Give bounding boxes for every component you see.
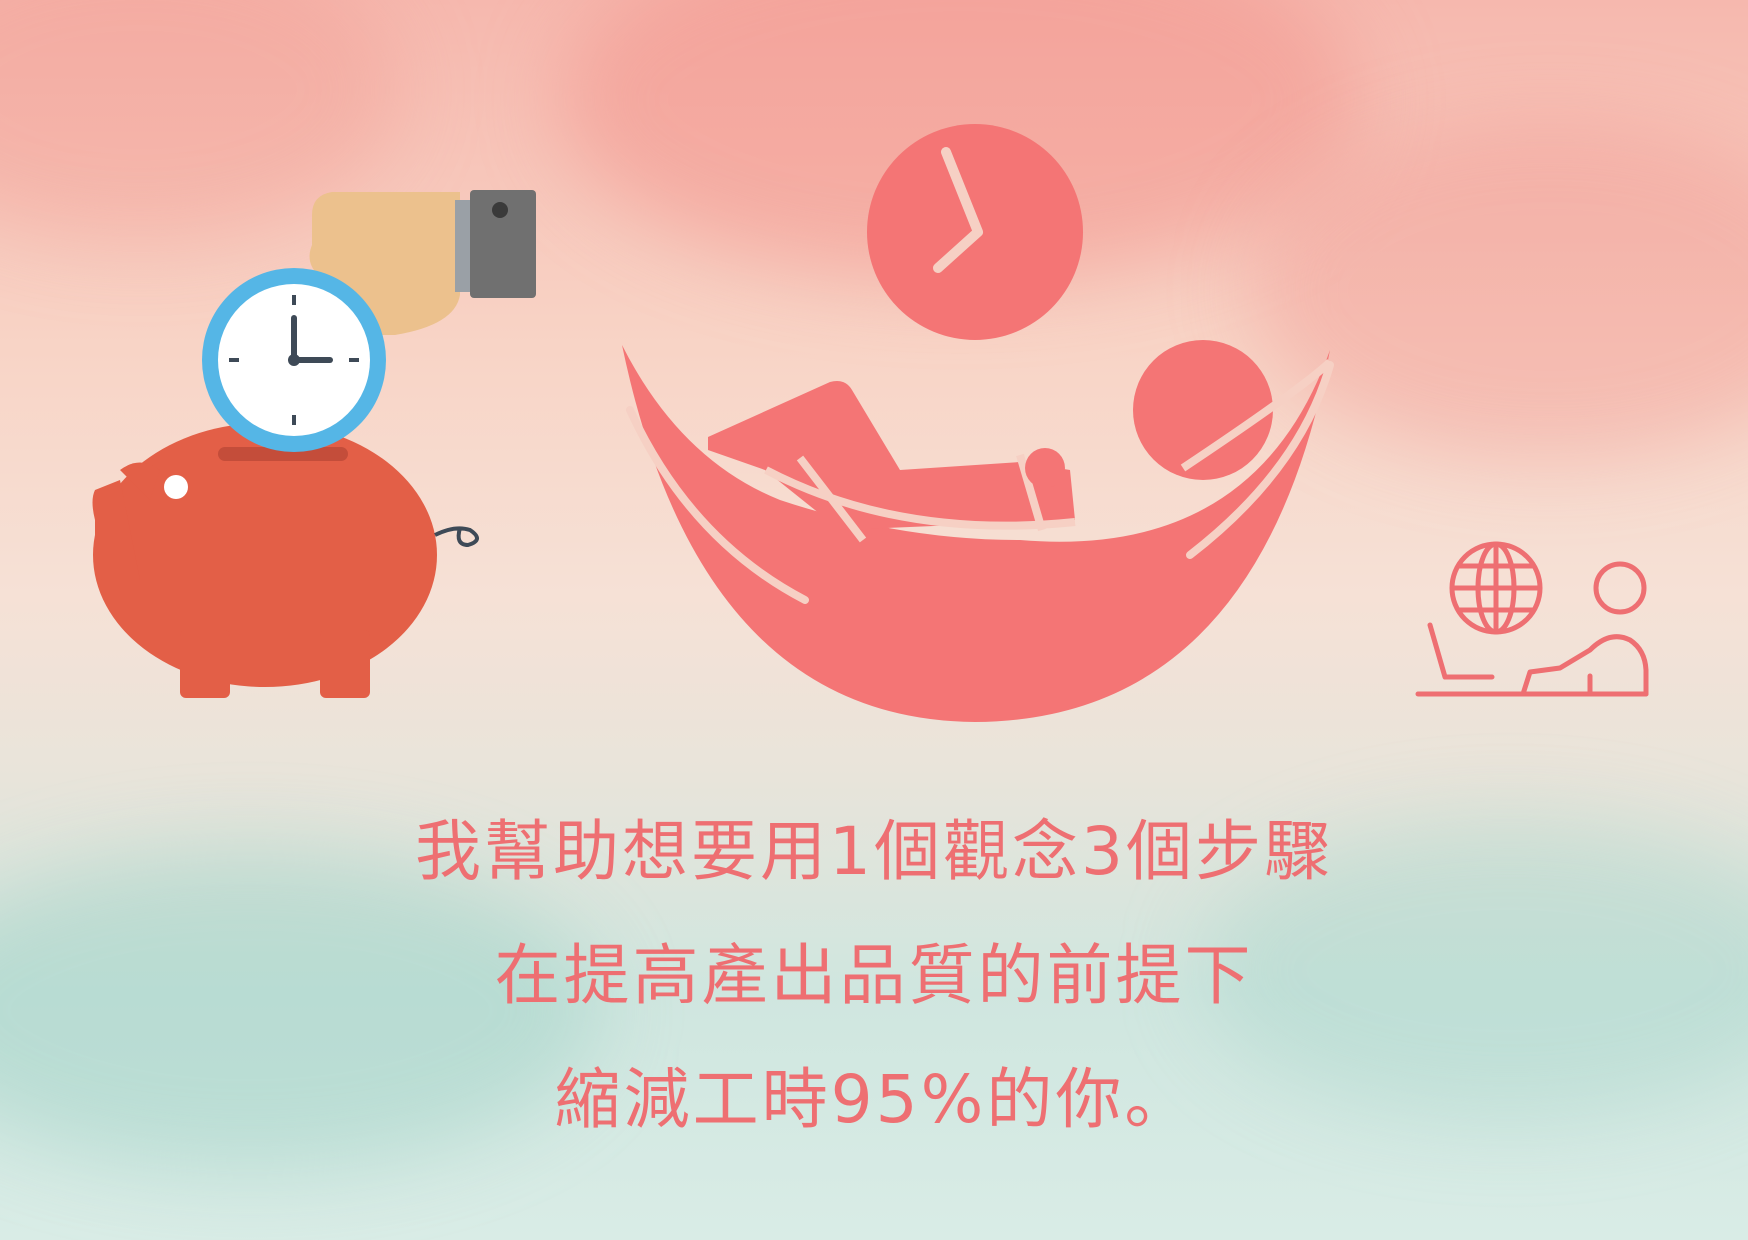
headline-text: 我幫助想要用1個觀念3個步驟 在提高產出品質的前提下 縮減工時95%的你。 — [0, 790, 1748, 1162]
hand-icon — [309, 190, 536, 335]
headline-line-2: 在提高產出品質的前提下 — [494, 937, 1254, 1014]
piggy-bank-icon — [92, 423, 479, 698]
clock-icon — [867, 124, 1083, 340]
headline-line-3: 縮減工時95%的你。 — [554, 1061, 1194, 1138]
stopwatch-icon — [202, 268, 386, 452]
headline-line-1: 我幫助想要用1個觀念3個步驟 — [415, 813, 1333, 890]
globe-icon — [1449, 541, 1543, 635]
hammock-person-icon — [622, 340, 1334, 722]
reclining-person-icon — [1415, 561, 1649, 697]
